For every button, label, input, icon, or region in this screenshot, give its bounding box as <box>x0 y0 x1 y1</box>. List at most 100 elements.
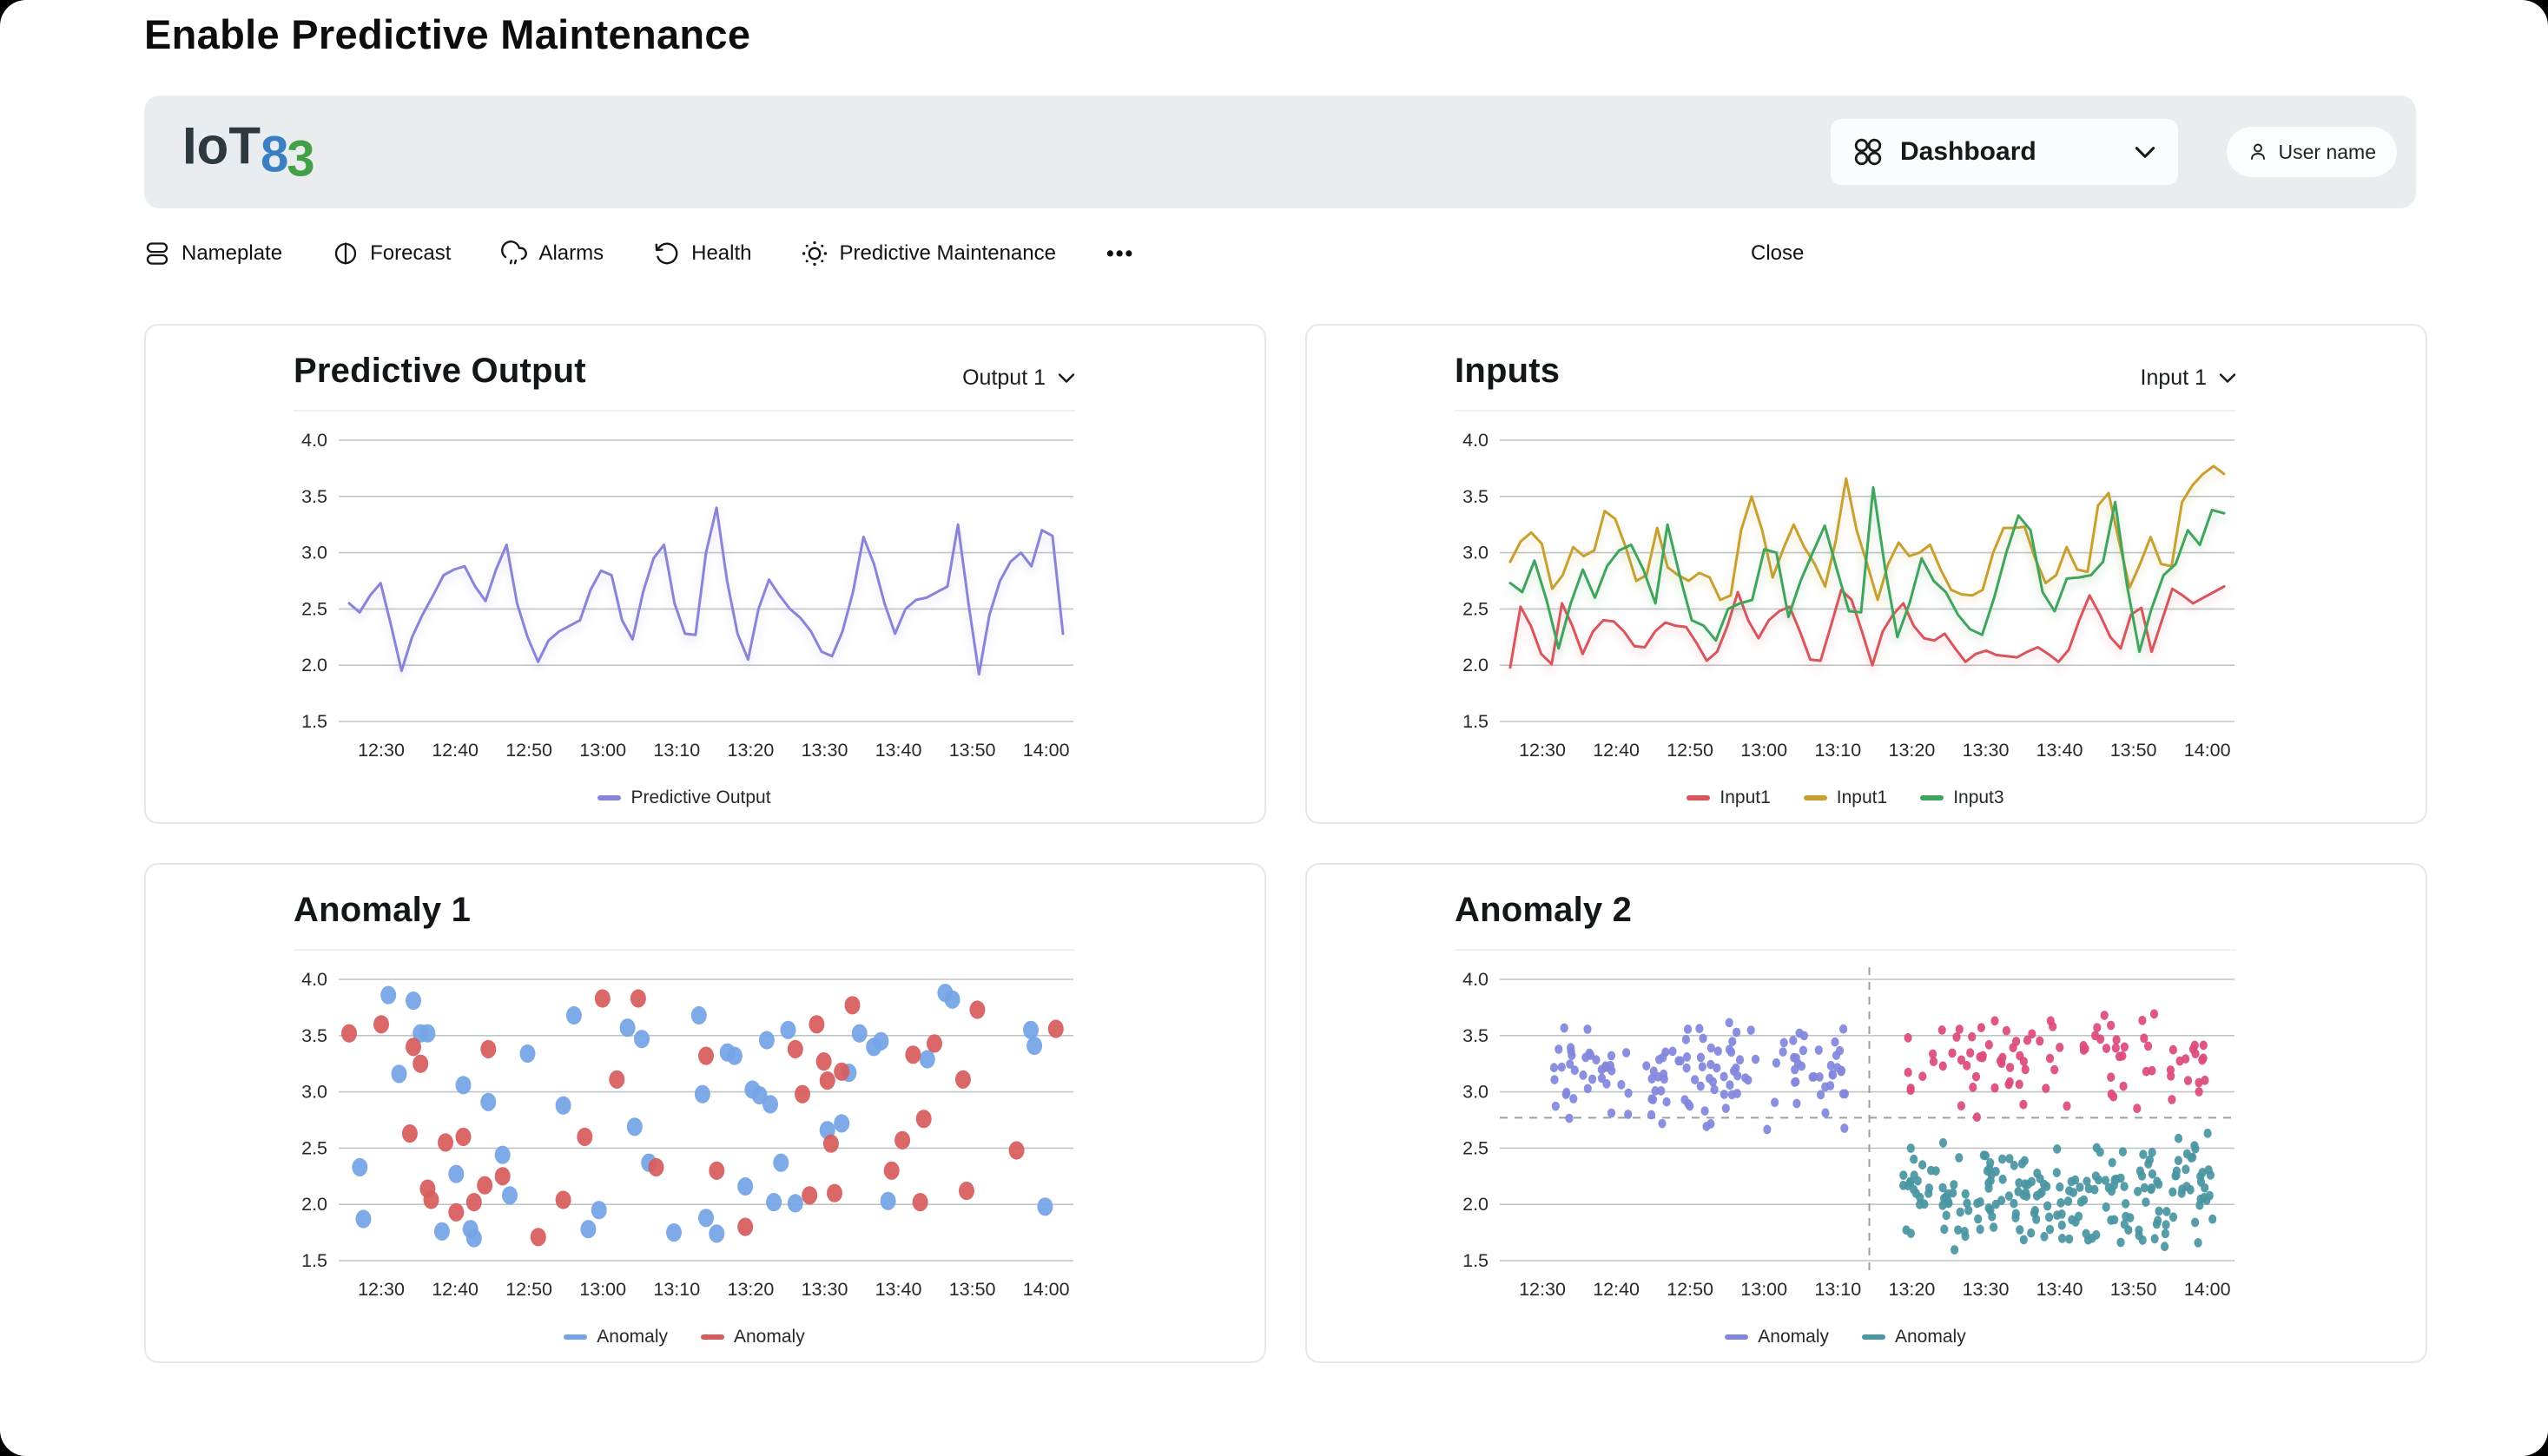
panel-title: Predictive Output <box>294 352 586 390</box>
svg-text:13:00: 13:00 <box>579 740 626 761</box>
logo-text-8: 8 <box>260 126 289 183</box>
legend-item: Anomaly <box>1862 1327 1966 1347</box>
legend-swatch <box>1725 1334 1749 1340</box>
svg-text:1.5: 1.5 <box>1462 711 1489 732</box>
anomaly2-panel: Anomaly 2 4.0 3.5 3.0 2.5 2.0 1.5 12:30 12:40 12… <box>1305 863 2427 1363</box>
user-name-button[interactable]: User name <box>2226 127 2397 177</box>
input-selector-dropdown[interactable]: Input 1 <box>2141 366 2236 391</box>
tab-label: Forecast <box>370 241 452 265</box>
svg-text:3.0: 3.0 <box>301 543 327 563</box>
divider <box>294 410 1075 412</box>
tab-bar: Nameplate Forecast Alarms Health <box>144 229 2416 278</box>
legend-label: Anomaly <box>1758 1327 1829 1347</box>
legend-label: Predictive Output <box>630 787 771 807</box>
divider <box>1455 410 2236 412</box>
svg-text:13:10: 13:10 <box>653 1279 700 1300</box>
svg-text:1.5: 1.5 <box>1462 1250 1489 1271</box>
tab-label: Alarms <box>538 241 604 265</box>
tab-label: Health <box>691 241 752 265</box>
svg-text:2.0: 2.0 <box>301 1194 327 1215</box>
svg-text:13:30: 13:30 <box>1963 1279 2010 1300</box>
svg-text:13:10: 13:10 <box>653 740 700 761</box>
svg-text:3.0: 3.0 <box>1462 543 1489 563</box>
more-tabs-button[interactable]: ••• <box>1106 240 1135 266</box>
legend-item: Input1 <box>1803 787 1887 808</box>
anomaly2-chart: 4.0 3.5 3.0 2.5 2.0 1.5 12:30 12:40 12:50 13:00 13… <box>1455 959 2236 1306</box>
tab-alarms[interactable]: Alarms <box>501 240 604 267</box>
svg-text:13:40: 13:40 <box>2036 740 2083 761</box>
grid-icon <box>1853 137 1883 167</box>
svg-text:12:50: 12:50 <box>1667 1279 1713 1300</box>
chart-legend: Anomaly Anomaly <box>1455 1327 2236 1347</box>
input-selector-value: Input 1 <box>2140 366 2207 390</box>
logo-text-iot: IoT <box>182 116 261 175</box>
legend-swatch <box>1803 795 1827 800</box>
svg-text:12:30: 12:30 <box>358 1279 405 1300</box>
close-button[interactable]: Close <box>1751 241 1805 265</box>
svg-text:2.0: 2.0 <box>1462 1194 1489 1215</box>
svg-text:4.0: 4.0 <box>301 430 327 451</box>
nameplate-icon <box>144 240 170 267</box>
legend-label: Anomaly <box>734 1327 805 1347</box>
svg-text:14:00: 14:00 <box>2184 740 2231 761</box>
svg-text:13:50: 13:50 <box>949 740 996 761</box>
page-title: Enable Predictive Maintenance <box>144 11 751 57</box>
predictive-output-panel: Predictive Output Output 1 4.0 3.5 3.0 2.5 2… <box>144 324 1266 824</box>
dashboard-dropdown-label: Dashboard <box>1900 137 2036 166</box>
output-selector-dropdown[interactable]: Output 1 <box>962 366 1075 391</box>
svg-text:4.0: 4.0 <box>1462 969 1489 990</box>
svg-text:13:00: 13:00 <box>1740 740 1787 761</box>
svg-text:12:40: 12:40 <box>1593 740 1640 761</box>
svg-text:14:00: 14:00 <box>2184 1279 2231 1300</box>
tab-health[interactable]: Health <box>654 240 751 267</box>
dashboard-dropdown[interactable]: Dashboard <box>1831 119 2178 185</box>
legend-swatch <box>1862 1334 1885 1340</box>
svg-text:3.0: 3.0 <box>301 1082 327 1103</box>
svg-text:12:40: 12:40 <box>432 740 479 761</box>
svg-text:3.5: 3.5 <box>1462 486 1489 507</box>
svg-text:12:50: 12:50 <box>1667 740 1713 761</box>
legend-item: Anomaly <box>701 1327 805 1347</box>
tab-nameplate[interactable]: Nameplate <box>144 240 282 267</box>
legend-swatch <box>701 1334 724 1340</box>
panel-title: Anomaly 2 <box>1455 891 1633 929</box>
svg-text:2.5: 2.5 <box>301 1137 327 1158</box>
svg-text:12:30: 12:30 <box>1519 740 1566 761</box>
svg-text:13:20: 13:20 <box>1888 1279 1935 1300</box>
svg-text:13:20: 13:20 <box>727 1279 774 1300</box>
tab-label: Predictive Maintenance <box>839 241 1056 265</box>
svg-text:13:10: 13:10 <box>1814 1279 1861 1300</box>
svg-text:3.5: 3.5 <box>301 486 327 507</box>
legend-item: Anomaly <box>1725 1327 1829 1347</box>
svg-text:13:40: 13:40 <box>875 1279 922 1300</box>
chart-legend: Input1 Input1 Input3 <box>1455 787 2236 808</box>
svg-text:13:10: 13:10 <box>1814 740 1861 761</box>
svg-text:13:50: 13:50 <box>2110 740 2157 761</box>
svg-text:1.5: 1.5 <box>301 711 327 732</box>
legend-label: Input3 <box>1953 787 2004 807</box>
iot83-logo: IoT83 <box>182 116 315 188</box>
legend-item: Predictive Output <box>597 787 771 808</box>
svg-text:2.5: 2.5 <box>1462 1137 1489 1158</box>
svg-text:13:30: 13:30 <box>802 740 848 761</box>
tab-forecast[interactable]: Forecast <box>333 240 451 267</box>
user-icon <box>2248 142 2268 162</box>
svg-text:13:50: 13:50 <box>949 1279 996 1300</box>
svg-text:4.0: 4.0 <box>1462 430 1489 451</box>
svg-text:13:50: 13:50 <box>2110 1279 2157 1300</box>
svg-text:2.5: 2.5 <box>1462 598 1489 619</box>
svg-text:13:40: 13:40 <box>875 740 922 761</box>
legend-label: Anomaly <box>1895 1327 1966 1347</box>
svg-text:12:40: 12:40 <box>1593 1279 1640 1300</box>
tab-predictive-maintenance[interactable]: Predictive Maintenance <box>802 240 1056 267</box>
inputs-chart: 4.0 3.5 3.0 2.5 2.0 1.5 12:30 12:40 12:50 13:00 13… <box>1455 419 2236 767</box>
panel-title: Inputs <box>1455 352 1561 390</box>
anomaly1-panel: Anomaly 1 4.0 3.5 3.0 2.5 2.0 1.5 12:30 12:40 12… <box>144 863 1266 1363</box>
svg-text:3.5: 3.5 <box>1462 1025 1489 1046</box>
svg-text:13:00: 13:00 <box>579 1279 626 1300</box>
svg-text:13:40: 13:40 <box>2036 1279 2083 1300</box>
legend-item: Input3 <box>1920 787 2004 808</box>
svg-text:13:20: 13:20 <box>727 740 774 761</box>
chart-legend: Predictive Output <box>294 787 1075 808</box>
